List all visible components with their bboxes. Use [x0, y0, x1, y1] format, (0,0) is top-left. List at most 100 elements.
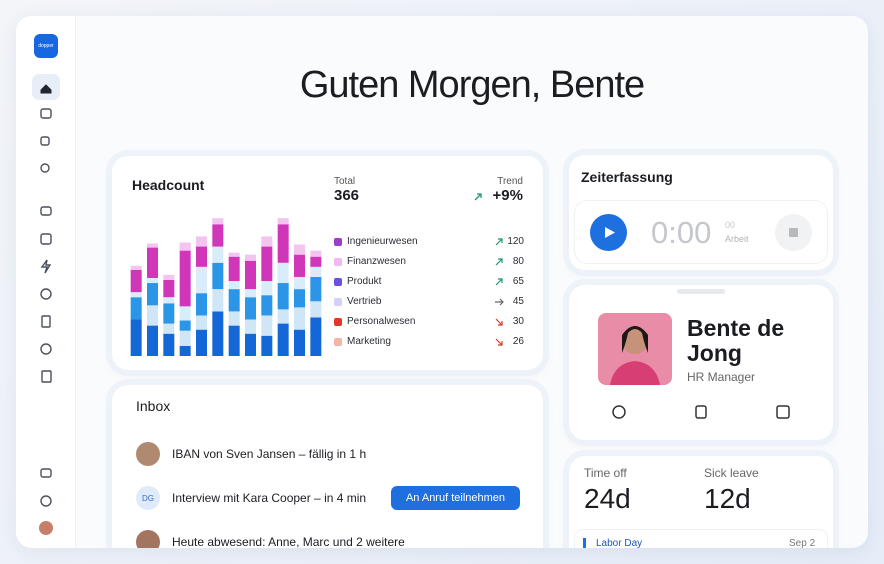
holiday: Labor Day: [596, 538, 643, 548]
bar-segment: [245, 289, 256, 298]
bar-segment: [196, 293, 207, 316]
nav-docs[interactable]: [41, 315, 51, 328]
user-avatar[interactable]: [39, 521, 53, 535]
bar-segment: [196, 246, 207, 267]
holiday-row[interactable]: [575, 530, 827, 548]
nav-settings[interactable]: [40, 468, 52, 478]
bar-segment: [294, 329, 305, 356]
bar-segment: [277, 218, 289, 225]
legend-item: Marketing 26: [334, 336, 524, 356]
legend-value: 120: [507, 236, 524, 247]
nav-apps[interactable]: [40, 136, 50, 146]
nav-chart[interactable]: [40, 343, 52, 355]
profile-actions: [612, 405, 790, 419]
nav-inbox[interactable]: [40, 108, 52, 119]
absence-card: Time off 24d Sick leave 12d Labor Day Se…: [569, 456, 833, 548]
seconds: 00: [725, 220, 736, 230]
bar-segment: [310, 317, 322, 356]
bar-segment: [212, 224, 224, 247]
bar-segment: [228, 289, 240, 312]
stop-button[interactable]: [775, 214, 812, 251]
inbox-item[interactable]: Heute abwesend: Anne, Marc und 2 weitere: [172, 535, 405, 548]
join-call-button[interactable]: An Anruf teilnehmen: [391, 486, 520, 510]
arrow-path: [495, 278, 503, 286]
total-label: Total: [334, 176, 356, 187]
bar-segment: [163, 274, 175, 280]
nav-flash[interactable]: [40, 259, 52, 274]
legend: Ingenieurwesen 120 Finanzwesen 80 Produkt 65 V…: [334, 236, 524, 356]
bar-segment: [310, 301, 322, 318]
bar-segment: [261, 295, 273, 316]
bar-segment: [163, 297, 175, 304]
goals-action[interactable]: [612, 405, 626, 419]
bar-segment: [277, 323, 289, 356]
legend-swatch: [334, 278, 342, 286]
clock: 0:00: [651, 215, 712, 250]
bar-segment: [245, 254, 256, 261]
profile-role: HR Manager: [687, 370, 756, 384]
play-button[interactable]: [590, 214, 627, 251]
nav-home[interactable]: [40, 84, 52, 94]
inbox-item[interactable]: IBAN von Sven Jansen – fällig in 1 h: [172, 447, 367, 461]
arrow-path: [495, 338, 503, 346]
nav-search[interactable]: [40, 163, 50, 173]
bar-segment: [310, 276, 322, 302]
initials-avatar: DG: [136, 486, 160, 510]
bar-segment: [261, 236, 273, 247]
docs-action[interactable]: [695, 405, 707, 419]
legend-swatch: [334, 318, 342, 326]
bar-segment: [294, 289, 305, 308]
card-title: Inbox: [136, 398, 171, 414]
bar-segment: [228, 252, 240, 257]
profile-card: Bente de Jong HR Manager: [569, 285, 833, 440]
bar-segment: [294, 307, 305, 330]
stop-icon: [789, 228, 798, 237]
bar-segment: [179, 306, 191, 321]
time-tracking-card: Zeiterfassung 0:00 00 Arbeit: [569, 155, 833, 270]
nav-calendar[interactable]: [40, 233, 52, 245]
bar-segment: [163, 333, 175, 356]
bar-segment: [196, 315, 207, 330]
bar-segment: [163, 280, 175, 298]
logo[interactable]: dopper: [34, 34, 58, 58]
legend-value: 30: [512, 316, 524, 327]
bar-segment: [228, 281, 240, 290]
bar-segment: [196, 329, 207, 356]
trend: +9%: [492, 187, 523, 204]
nav-goals[interactable]: [40, 288, 52, 300]
nav-help[interactable]: [40, 495, 52, 507]
arrow-path: [495, 238, 503, 246]
bar-segment: [261, 281, 273, 296]
bar-segment: [261, 335, 273, 356]
play-icon: [605, 227, 615, 238]
nav-people[interactable]: [40, 206, 52, 216]
time-off: 24d: [584, 483, 631, 514]
card-title: Headcount: [132, 177, 205, 193]
headcount-card: Headcount Total 366 Trend +9% Ingenieurw…: [112, 156, 543, 370]
bar-segment: [245, 333, 256, 356]
bar-segment: [147, 243, 158, 248]
bar-segment: [277, 262, 289, 284]
bar-segment: [228, 256, 240, 282]
bar-segment: [310, 256, 322, 267]
legend-label: Ingenieurwesen: [347, 236, 418, 247]
bar-segment: [196, 266, 207, 294]
legend-label: Personalwesen: [347, 316, 416, 327]
inbox-item[interactable]: Interview mit Kara Cooper – in 4 min: [172, 491, 367, 505]
holiday-date: Sep 2: [789, 538, 816, 548]
bar-segment: [294, 254, 305, 277]
bar-segment: [277, 283, 289, 310]
bar-segment: [277, 224, 289, 263]
nav-reports[interactable]: [41, 370, 52, 383]
bar-segment: [212, 311, 224, 356]
bar-segment: [147, 325, 158, 356]
inbox-card: Inbox IBAN von Sven Jansen – fällig in 1…: [112, 385, 543, 548]
greeting: Guten Morgen, Bente: [299, 64, 645, 106]
bar-segment: [212, 218, 224, 225]
calendar-action[interactable]: [776, 405, 790, 419]
bar-segment: [147, 305, 158, 326]
bar-segment: [147, 247, 158, 278]
trend-label: Trend: [497, 176, 523, 187]
bar-segment: [261, 315, 273, 336]
